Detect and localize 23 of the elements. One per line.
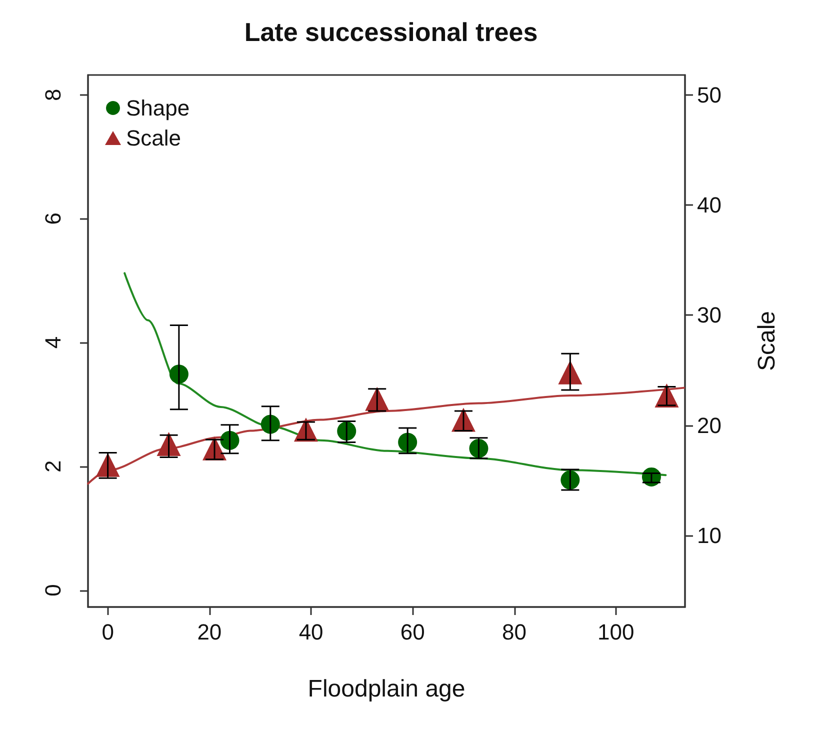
y2-tick-label: 50 <box>697 82 722 108</box>
y2-tick-label: 40 <box>697 192 722 218</box>
point <box>558 360 582 384</box>
y2-tick-label: 10 <box>697 522 722 548</box>
y-tick-label: 2 <box>40 460 66 473</box>
legend-label: Scale <box>126 126 182 150</box>
x-tick-label: 40 <box>298 620 324 644</box>
x-tick-label: 20 <box>197 620 222 644</box>
y-tick-label: 4 <box>40 336 66 349</box>
legend-label: Shape <box>126 96 190 120</box>
x-tick-label: 80 <box>502 620 527 644</box>
y-tick-label: 0 <box>40 584 66 596</box>
y2-axis-title: Scale <box>754 310 780 372</box>
y-tick-label: 6 <box>40 212 66 225</box>
x-tick-label: 100 <box>598 620 634 644</box>
y2-tick-label: 20 <box>697 412 722 438</box>
line-series <box>87 386 685 485</box>
y2-tick-label: 30 <box>697 302 722 328</box>
x-axis-title: Floodplain age <box>308 676 466 702</box>
chart-title: Late successional trees <box>244 17 538 47</box>
x-tick-label: 60 <box>400 620 425 644</box>
x-tick-label: 0 <box>102 620 114 644</box>
y-tick-label: 8 <box>40 88 66 101</box>
